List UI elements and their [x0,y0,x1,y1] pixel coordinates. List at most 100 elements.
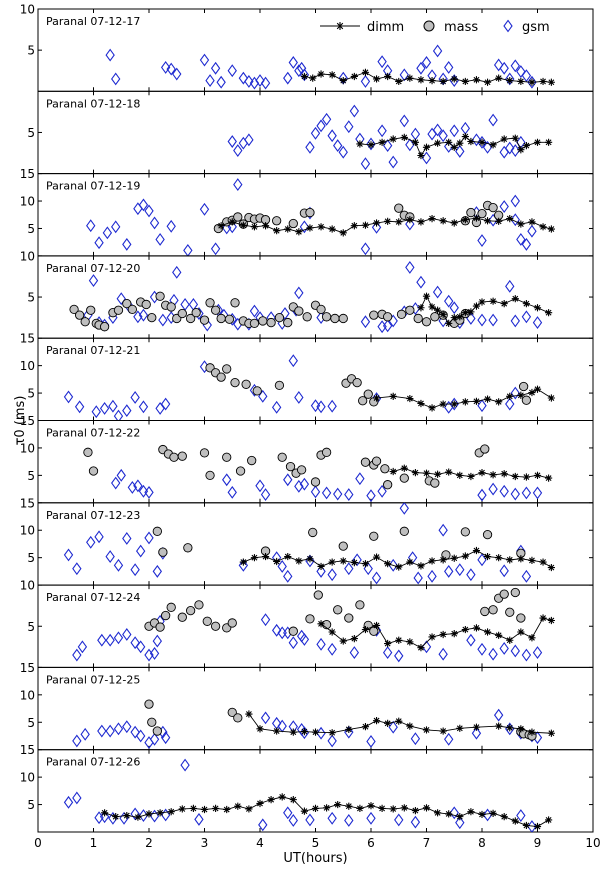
panel-title: Paranal 07-12-23 [46,509,140,522]
gsm-point [449,124,459,138]
dimm-point [461,309,469,317]
gsm-point [488,313,498,327]
dimm-point [439,556,447,564]
y-tick-label: 15 [20,414,35,428]
dimm-point [511,817,519,825]
gsm-point [333,487,343,501]
gsm-point [444,732,454,746]
gsm-point [310,126,321,140]
dimm-point [472,302,481,310]
mass-point [166,602,176,612]
dimm-point [417,151,425,160]
gsm-point [532,646,543,660]
gsm-point [74,400,85,414]
dimm-point [411,138,419,146]
dimm-point [450,400,458,408]
gsm-point [438,129,448,143]
panel-plot-area [63,758,553,833]
mass-point [210,621,221,631]
gsm-point [260,76,271,90]
mass-point [205,298,215,308]
dimm-point [245,805,253,813]
mass-point [305,614,315,624]
dimm-point [101,809,109,817]
mass-point [83,447,93,457]
gsm-point [477,234,487,247]
gsm-point [427,127,437,141]
dimm-point [395,218,403,226]
gsm-point [116,468,126,482]
gsm-point [527,75,537,89]
dimm-point [517,220,525,228]
dimm-point [328,729,336,737]
gsm-point [510,487,520,501]
y-tick-label: 10 [20,441,35,455]
x-tick-label: 3 [201,836,209,850]
gsm-point [405,138,415,152]
dimm-point [273,227,281,235]
dimm-point [478,810,486,819]
mass-point [152,726,162,736]
dimm-point [517,146,525,154]
gsm-point [122,532,132,545]
gsm-point [260,711,271,725]
gsm-point [371,571,382,585]
dimm-point [295,557,303,565]
legend-gsm-marker [503,19,513,33]
y-tick-label: 5 [27,126,35,140]
gsm-point [160,397,171,411]
gsm-point [116,292,126,306]
dimm-point [528,728,536,736]
mass-point [333,605,343,615]
gsm-point [133,310,143,324]
panel-title: Paranal 07-12-17 [46,15,140,28]
mass-point [224,314,235,324]
gsm-point [505,141,515,155]
mass-point [227,707,237,718]
gsm-point [133,479,143,493]
y-tick-label: 15 [20,332,35,346]
gsm-point [438,523,448,537]
gsm-point [488,647,498,661]
dimm-point [256,799,264,808]
dimm-point [417,399,425,408]
mass-point [516,613,526,623]
gsm-point [155,233,165,246]
gsm-point [477,399,487,413]
gsm-point [505,72,515,86]
mass-point [210,305,221,315]
dimm-point [522,821,530,830]
gsm-point [366,489,376,503]
mass-point [122,298,132,309]
gsm-point [305,813,315,827]
dimm-point [317,620,325,628]
mass-point [466,207,476,218]
gsm-point [160,60,171,74]
dimm-point [539,223,547,231]
y-tick-label: 10 [20,359,35,373]
dimm-point [500,135,508,143]
dimm-point [395,717,403,725]
mass-point [316,304,326,315]
mass-point [421,317,432,327]
gsm-point [88,274,99,288]
mass-point [191,308,201,318]
dimm-point [472,624,481,632]
mass-point [74,310,85,320]
gsm-point [138,400,149,414]
dimm-point [345,725,353,733]
mass-point [230,298,240,308]
mass-point [355,600,365,610]
mass-point [285,461,296,472]
dimm-point [533,138,542,146]
gsm-point [521,648,532,662]
gsm-point [432,285,443,299]
dimm-point [472,76,481,84]
gsm-point [344,562,354,576]
dimm-point [361,221,370,229]
panel-title: Paranal 07-12-18 [46,97,140,110]
gsm-point [130,725,140,739]
dimm-point [156,809,164,817]
mass-point [313,590,323,600]
dimm-point [372,621,381,630]
